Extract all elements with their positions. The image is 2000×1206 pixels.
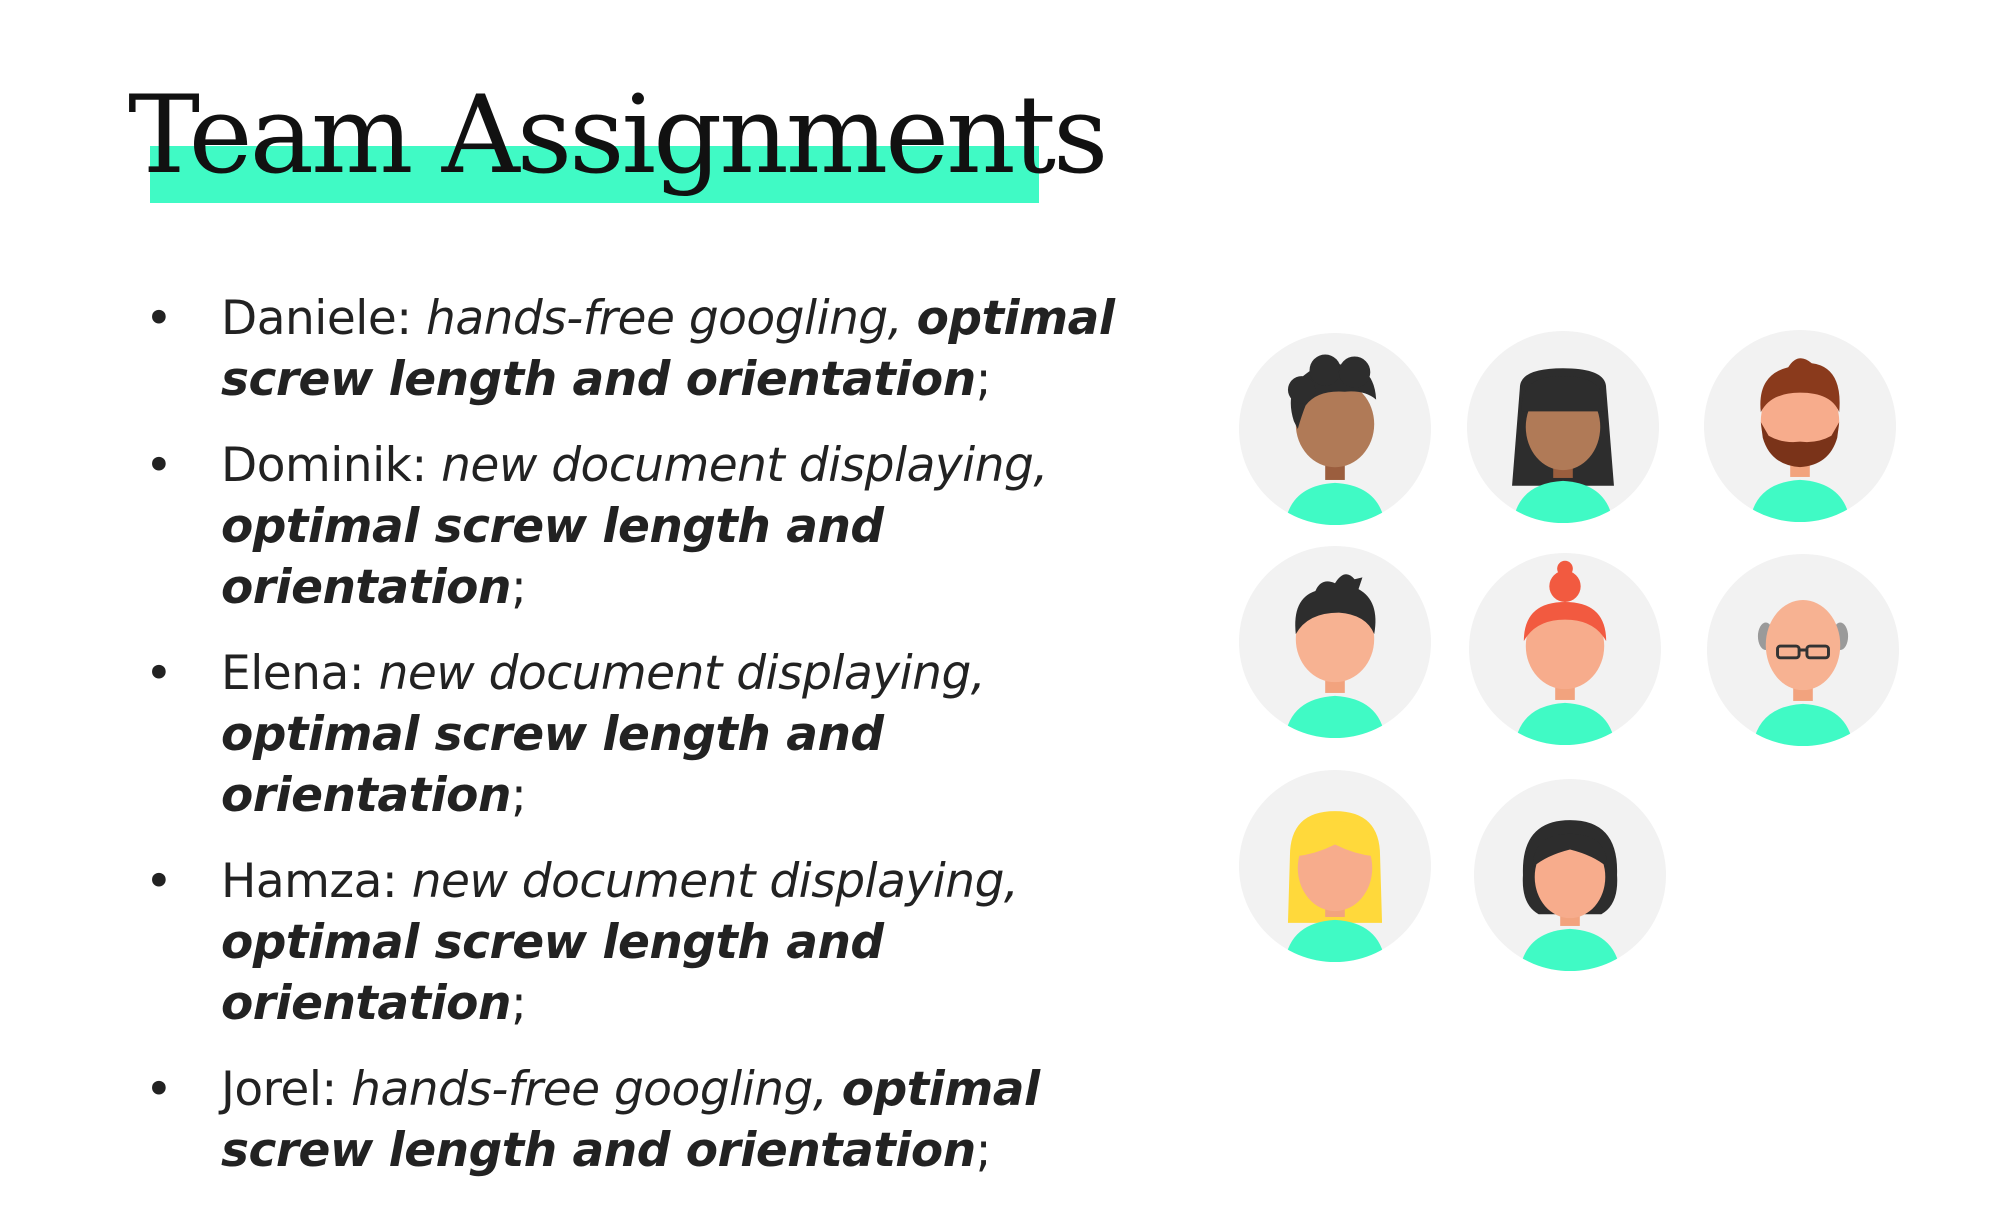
title-highlight <box>150 146 1039 203</box>
avatar-bearded-man-icon <box>1702 328 1898 524</box>
avatar-bun-woman-icon <box>1467 551 1663 747</box>
list-item: • Jorel: hands-free googling, optimal scr… <box>145 1062 1040 1178</box>
assignment-list: • Daniele: hands-free googling, optimal s… <box>145 288 1185 1206</box>
avatar-spiky-hair-man-icon <box>1237 544 1433 740</box>
avatar-blonde-woman-icon <box>1237 768 1433 964</box>
list-item: • Elena: new document displaying, optimal… <box>145 646 986 823</box>
avatar-bangs-woman-icon <box>1465 329 1661 525</box>
slide: Team Assignments • Daniele: hands-free go… <box>128 73 1901 1178</box>
list-item: • Hamza: new document displaying, optimal… <box>145 854 1019 1031</box>
avatar-bob-hair-woman-icon <box>1472 777 1668 973</box>
avatar-curly-hair-man-icon <box>1237 331 1433 527</box>
page-title: Team Assignments <box>128 73 1108 198</box>
list-item: • Daniele: hands-free googling, optimal s… <box>145 291 1115 407</box>
list-item: • Dominik: new document displaying, optim… <box>145 438 1048 615</box>
avatar-bald-glasses-man-icon <box>1705 552 1901 748</box>
